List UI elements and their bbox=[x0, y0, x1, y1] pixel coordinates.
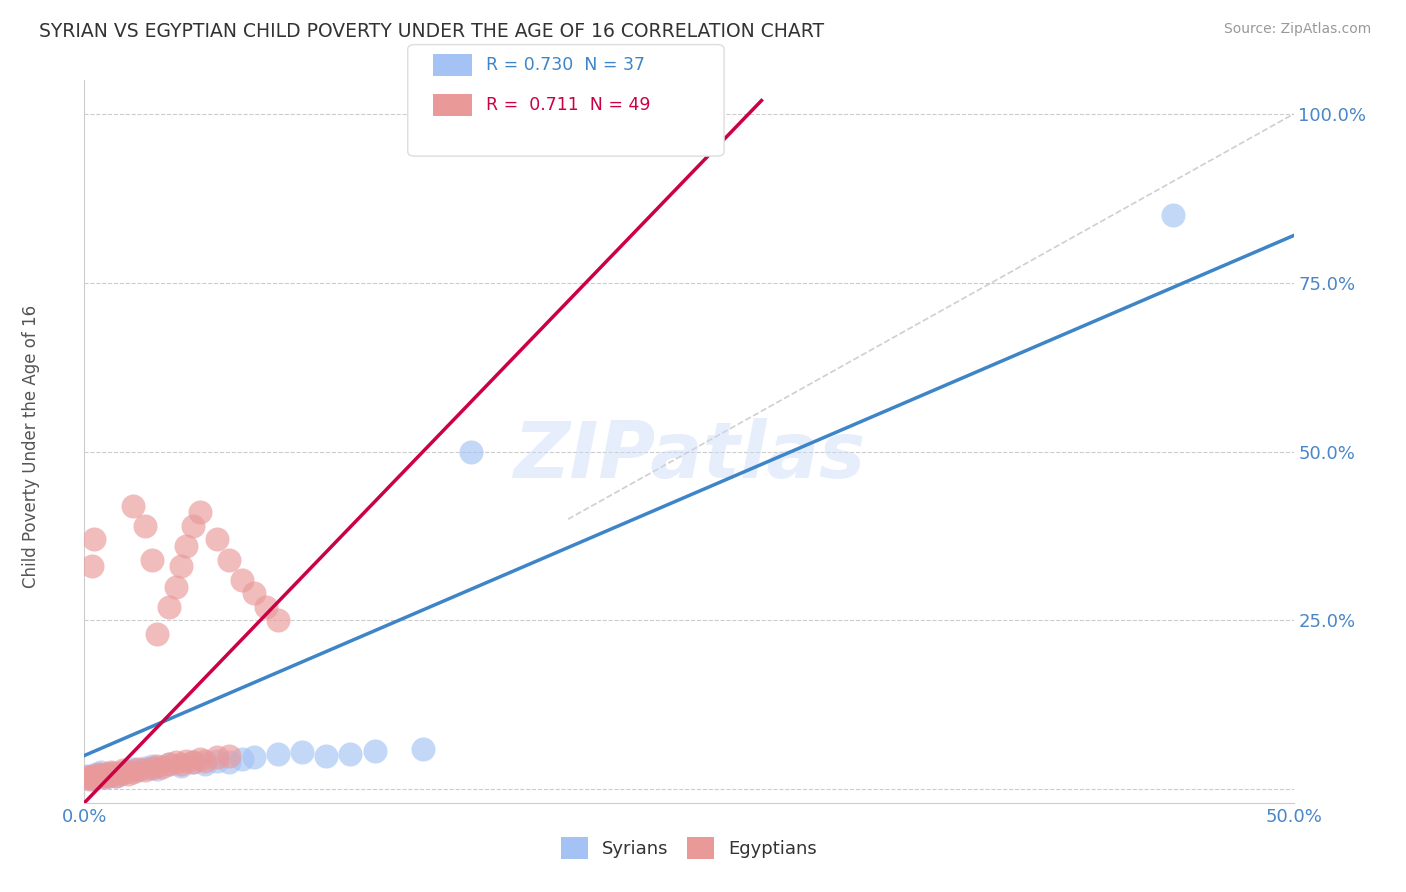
Point bbox=[181, 756, 204, 770]
Point bbox=[103, 767, 125, 781]
Point bbox=[117, 764, 139, 778]
Point bbox=[97, 768, 120, 782]
Point bbox=[110, 766, 132, 780]
Point bbox=[100, 767, 122, 781]
Point bbox=[157, 756, 180, 771]
Point bbox=[134, 519, 156, 533]
Point bbox=[141, 758, 163, 772]
Point bbox=[93, 768, 115, 782]
Point bbox=[93, 770, 115, 784]
Text: ZIPatlas: ZIPatlas bbox=[513, 418, 865, 494]
Point bbox=[242, 750, 264, 764]
Point bbox=[80, 772, 103, 787]
Point bbox=[117, 767, 139, 781]
Legend: Syrians, Egyptians: Syrians, Egyptians bbox=[554, 830, 824, 866]
Point bbox=[190, 505, 212, 519]
Point bbox=[112, 765, 135, 780]
Point bbox=[291, 745, 314, 759]
Point bbox=[194, 756, 217, 771]
Point bbox=[127, 762, 149, 776]
Point bbox=[134, 761, 156, 775]
Point bbox=[83, 771, 105, 785]
Point bbox=[207, 754, 229, 768]
Point bbox=[190, 752, 212, 766]
Point bbox=[76, 770, 98, 784]
Point bbox=[339, 747, 361, 761]
Point bbox=[141, 552, 163, 566]
Point bbox=[242, 586, 264, 600]
Point bbox=[86, 769, 108, 783]
Text: R =  0.711  N = 49: R = 0.711 N = 49 bbox=[486, 95, 651, 114]
Point bbox=[121, 499, 143, 513]
Point bbox=[165, 580, 187, 594]
Point bbox=[460, 444, 482, 458]
Point bbox=[267, 614, 290, 628]
Point bbox=[77, 772, 100, 787]
Point bbox=[181, 756, 204, 770]
Point bbox=[141, 761, 163, 775]
Point bbox=[121, 765, 143, 780]
Text: Child Poverty Under the Age of 16: Child Poverty Under the Age of 16 bbox=[22, 304, 39, 588]
Point bbox=[363, 744, 385, 758]
Point bbox=[207, 533, 229, 547]
Point bbox=[170, 559, 193, 574]
Point bbox=[100, 765, 122, 780]
Point bbox=[87, 769, 110, 783]
Point bbox=[231, 573, 253, 587]
Point bbox=[134, 764, 156, 778]
Point bbox=[157, 599, 180, 614]
Point bbox=[77, 770, 100, 784]
Point bbox=[103, 766, 125, 780]
Point bbox=[112, 764, 135, 778]
Point bbox=[150, 760, 173, 774]
Point bbox=[76, 769, 98, 783]
Point bbox=[80, 559, 103, 574]
Point bbox=[83, 533, 105, 547]
Point bbox=[174, 754, 197, 768]
Point bbox=[412, 741, 434, 756]
Point bbox=[181, 519, 204, 533]
Point bbox=[157, 756, 180, 771]
Point bbox=[97, 769, 120, 783]
Point bbox=[218, 552, 240, 566]
Text: SYRIAN VS EGYPTIAN CHILD POVERTY UNDER THE AGE OF 16 CORRELATION CHART: SYRIAN VS EGYPTIAN CHILD POVERTY UNDER T… bbox=[39, 22, 824, 41]
Point bbox=[254, 599, 277, 614]
Point bbox=[127, 764, 149, 778]
Point bbox=[174, 539, 197, 553]
Point bbox=[90, 769, 112, 783]
Point bbox=[315, 748, 337, 763]
Point bbox=[104, 769, 127, 783]
Text: R = 0.730  N = 37: R = 0.730 N = 37 bbox=[486, 55, 645, 74]
Point bbox=[87, 767, 110, 781]
Point bbox=[218, 756, 240, 770]
Text: Source: ZipAtlas.com: Source: ZipAtlas.com bbox=[1223, 22, 1371, 37]
Point bbox=[94, 770, 117, 784]
Point bbox=[110, 766, 132, 780]
Point bbox=[121, 762, 143, 776]
Point bbox=[170, 758, 193, 772]
Point bbox=[218, 748, 240, 763]
Point bbox=[90, 765, 112, 780]
Point bbox=[267, 747, 290, 761]
Point bbox=[94, 766, 117, 780]
Point bbox=[83, 771, 105, 785]
Point bbox=[1161, 208, 1184, 222]
Point bbox=[207, 750, 229, 764]
Point bbox=[231, 752, 253, 766]
Point bbox=[170, 756, 193, 771]
Point bbox=[80, 769, 103, 783]
Point bbox=[86, 767, 108, 781]
Point bbox=[146, 758, 169, 772]
Point bbox=[104, 769, 127, 783]
Point bbox=[146, 627, 169, 641]
Point bbox=[194, 754, 217, 768]
Point bbox=[165, 756, 187, 770]
Point bbox=[146, 762, 169, 776]
